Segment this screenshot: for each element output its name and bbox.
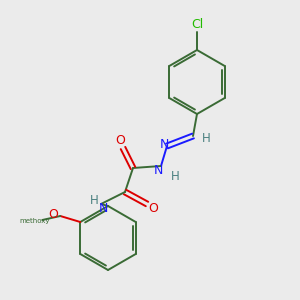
Text: O: O xyxy=(48,208,58,221)
Text: O: O xyxy=(115,134,125,148)
Text: N: N xyxy=(153,164,163,176)
Text: O: O xyxy=(148,202,158,215)
Text: Cl: Cl xyxy=(191,19,203,32)
Text: H: H xyxy=(90,194,98,206)
Text: methoxy: methoxy xyxy=(19,218,50,224)
Text: N: N xyxy=(159,137,169,151)
Text: H: H xyxy=(202,131,210,145)
Text: N: N xyxy=(98,202,108,215)
Text: H: H xyxy=(171,169,179,182)
